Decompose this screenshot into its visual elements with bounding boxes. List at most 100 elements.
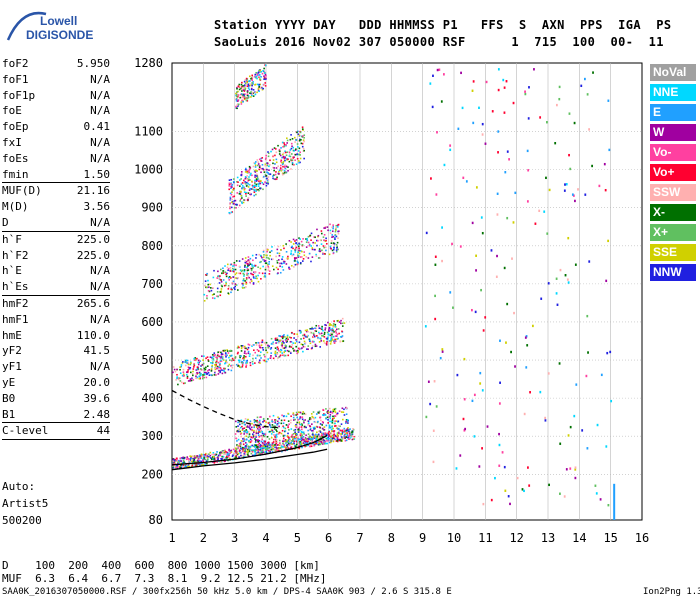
echo-point [293,349,296,351]
echo-point [598,184,601,188]
echo-point [219,294,222,297]
echo-point [193,357,196,360]
echo-point [249,427,251,430]
echo-point [229,270,232,272]
echo-point [183,467,186,469]
echo-point [322,335,324,337]
echo-point [319,416,322,419]
echo-point [230,449,233,452]
echo-point [282,336,284,338]
echo-point [233,181,235,184]
echo-point [268,438,271,440]
echo-point [259,78,262,81]
echo-point [305,438,308,440]
echo-point [260,423,262,426]
echo-point [603,162,606,166]
echo-point [297,261,299,264]
echo-point [350,433,353,435]
echo-point [265,445,267,448]
echo-point [588,128,591,131]
echo-point [247,450,250,452]
echo-point [212,358,215,360]
echo-point [573,121,576,125]
echo-point [303,443,306,445]
echo-point [184,361,186,363]
echo-point [291,245,293,248]
echo-point [257,185,260,187]
echo-point [268,449,270,452]
echo-point [230,206,233,209]
echo-point [232,187,235,190]
echo-point [207,283,210,286]
echo-point [231,282,234,285]
echo-point [298,348,301,350]
echo-point [181,461,184,464]
echo-point [327,436,329,439]
echo-point [236,107,238,110]
echo-point [329,223,331,226]
echo-point [241,185,244,187]
echo-point [212,458,215,461]
echo-point [337,232,340,235]
param-name: foF1p [2,88,36,102]
echo-point [235,450,238,453]
echo-point [218,453,221,456]
echo-point [294,444,296,447]
echo-point [324,440,326,443]
echo-point [211,456,214,458]
echo-point [273,438,275,441]
echo-point [228,182,231,185]
echo-point [569,425,572,429]
echo-point [247,96,249,99]
echo-point [295,163,298,166]
echo-point [263,353,265,356]
echo-point [254,271,257,273]
echo-point [253,449,256,451]
echo-point [220,268,222,271]
echo-point [272,433,275,436]
echo-point [227,459,230,461]
echo-point [449,291,452,294]
echo-point [248,176,250,178]
echo-point [214,459,217,461]
echo-point [319,439,321,441]
echo-point [262,168,265,171]
x-tick-label: 8 [388,531,395,545]
echo-point [262,87,265,90]
echo-point [254,444,257,447]
echo-point [288,267,290,270]
echo-point [281,258,283,261]
echo-point [314,248,316,251]
echo-point [259,180,262,183]
echo-point [220,291,222,293]
echo-point [295,411,298,414]
param-value: N/A [90,104,110,118]
echo-point [317,438,320,441]
echo-point [286,257,289,260]
echo-point [295,414,297,416]
echo-point [258,446,261,448]
echo-point [265,262,268,265]
echo-point [227,285,230,287]
echo-point [241,345,243,348]
echo-point [196,366,199,368]
echo-point [281,262,283,265]
echo-point [245,195,247,197]
echo-point [258,90,260,93]
echo-point [490,249,493,252]
echo-point [291,344,294,346]
echo-point [248,178,250,181]
echo-point [309,340,311,342]
echo-point [567,236,570,240]
echo-point [258,86,261,88]
echo-point [318,442,320,445]
echo-point [296,260,299,263]
echo-point [262,167,264,170]
echo-point [175,465,177,468]
echo-point [279,335,282,338]
echo-point [322,236,325,238]
echo-point [264,268,267,271]
echo-point [262,449,264,451]
echo-point [331,438,334,440]
echo-point [275,446,277,449]
